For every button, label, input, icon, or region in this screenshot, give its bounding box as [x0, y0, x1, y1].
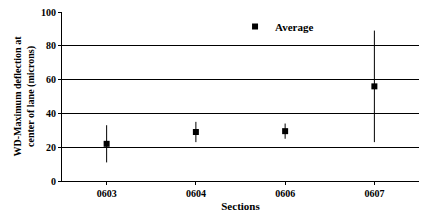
svg-text:60: 60: [46, 74, 56, 85]
svg-text:Average: Average: [275, 21, 313, 33]
svg-text:WD-Maximum deflection atcenter: WD-Maximum deflection atcenter of lane (…: [12, 36, 37, 157]
svg-text:0606: 0606: [275, 188, 295, 199]
svg-text:0604: 0604: [186, 188, 206, 199]
svg-text:100: 100: [41, 7, 56, 18]
svg-text:0603: 0603: [97, 188, 117, 199]
svg-text:0: 0: [51, 176, 56, 187]
svg-text:0607: 0607: [364, 188, 384, 199]
svg-text:40: 40: [46, 108, 56, 119]
svg-text:Sections: Sections: [221, 200, 260, 212]
svg-text:80: 80: [46, 40, 56, 51]
svg-text:20: 20: [46, 142, 56, 153]
